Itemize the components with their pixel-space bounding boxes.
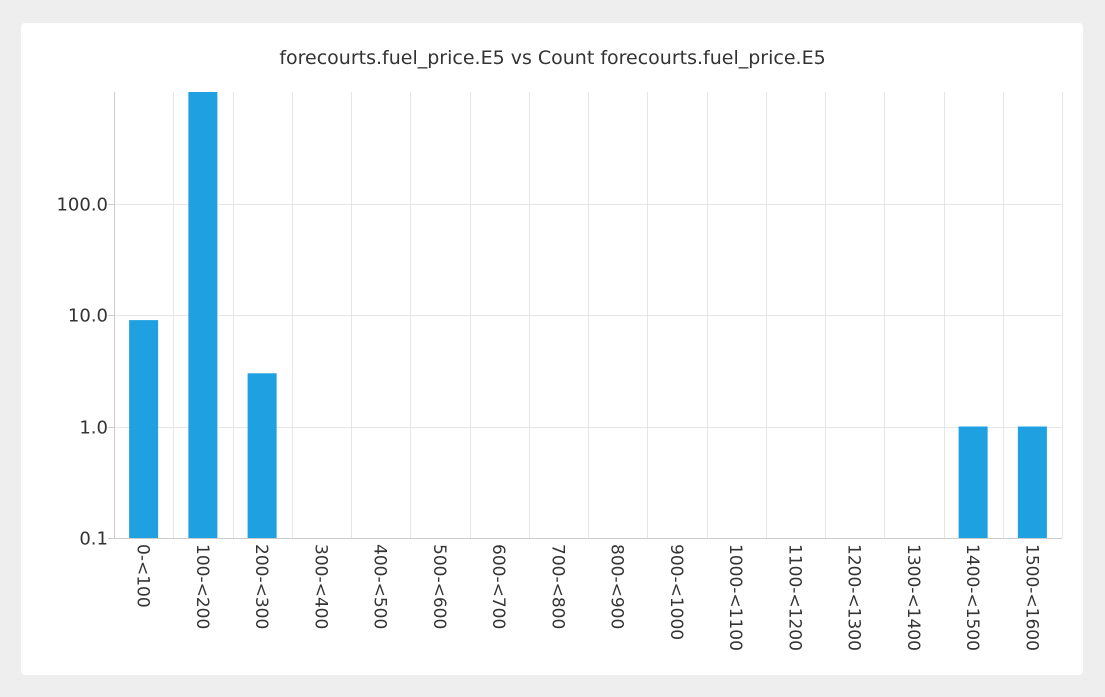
x-tick-label: 1100-<1200 — [784, 544, 804, 651]
x-tick-label: 400-<500 — [370, 544, 390, 629]
x-tick-label: 700-<800 — [547, 544, 567, 629]
bar — [958, 426, 988, 538]
x-tick-label: 600-<700 — [488, 544, 508, 629]
chart-title: forecourts.fuel_price.E5 vs Count foreco… — [279, 47, 826, 69]
bar — [129, 320, 159, 538]
x-tick-label: 100-<200 — [192, 544, 212, 629]
bar — [188, 92, 218, 538]
x-tick-label: 900-<1000 — [666, 544, 686, 640]
y-tick-label: 1.0 — [79, 418, 108, 439]
x-tick-label: 200-<300 — [251, 544, 271, 629]
bar — [1017, 426, 1047, 538]
x-tick-label: 0-<100 — [133, 544, 153, 608]
axes — [108, 92, 1062, 539]
x-tick-label: 300-<400 — [310, 544, 330, 629]
x-tick-label: 1000-<1100 — [725, 544, 745, 651]
x-tick-labels: 0-<100 100-<200 200-<300 300-<400 400-<500 50… — [133, 544, 1042, 651]
x-tick-label: 1500-<1600 — [1021, 544, 1041, 651]
y-tick-label: 10.0 — [68, 306, 108, 327]
bars — [129, 92, 1047, 538]
y-tick-labels: 0.1 1.0 10.0 100.0 — [56, 195, 108, 550]
bar — [247, 373, 277, 538]
x-tick-label: 1400-<1500 — [962, 544, 982, 651]
x-tick-label: 1200-<1300 — [844, 544, 864, 651]
y-tick-label: 100.0 — [56, 195, 108, 216]
x-tick-label: 800-<900 — [607, 544, 627, 629]
y-tick-label: 0.1 — [79, 529, 108, 550]
x-tick-label: 1300-<1400 — [903, 544, 923, 651]
x-tick-label: 500-<600 — [429, 544, 449, 629]
